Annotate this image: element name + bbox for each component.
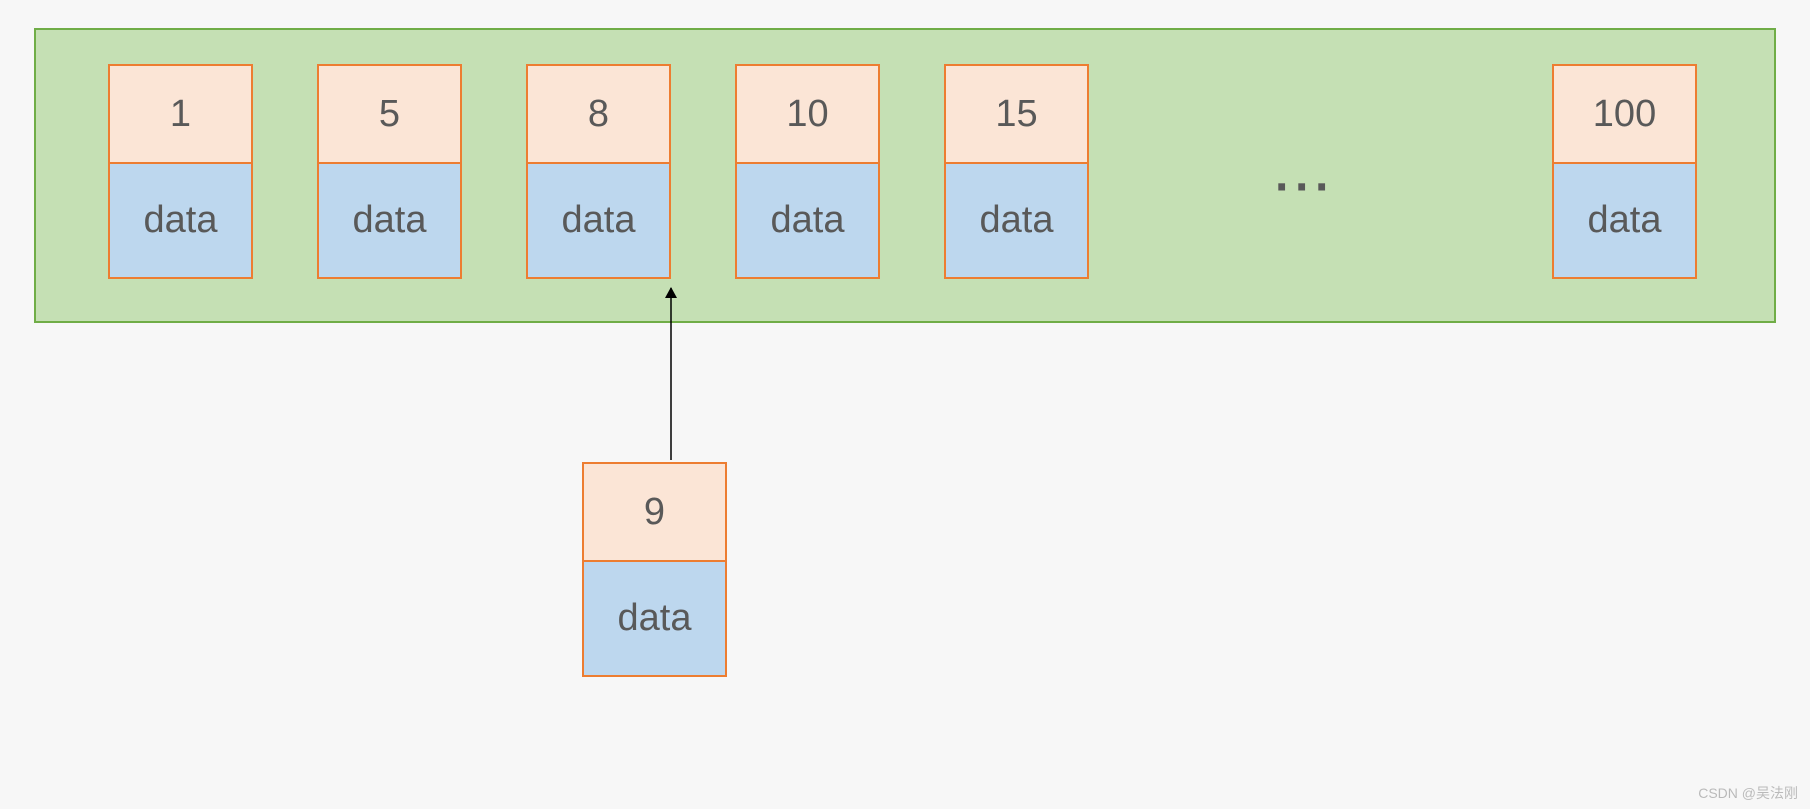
node-data: data	[582, 562, 727, 677]
node-array-2: 8data	[526, 64, 671, 279]
node-array-4: 15data	[944, 64, 1089, 279]
node-array-3: 10data	[735, 64, 880, 279]
node-array-5: 100data	[1552, 64, 1697, 279]
node-data: data	[526, 164, 671, 279]
watermark: CSDN @吴法刚	[1698, 783, 1798, 803]
node-insert: 9data	[582, 462, 727, 677]
node-key: 10	[735, 64, 880, 164]
node-key: 9	[582, 462, 727, 562]
node-key: 100	[1552, 64, 1697, 164]
ellipsis: ···	[1275, 160, 1335, 215]
node-data: data	[1552, 164, 1697, 279]
node-data: data	[944, 164, 1089, 279]
node-array-1: 5data	[317, 64, 462, 279]
insert-arrow	[659, 276, 683, 472]
node-data: data	[317, 164, 462, 279]
node-key: 5	[317, 64, 462, 164]
node-array-0: 1data	[108, 64, 253, 279]
node-key: 1	[108, 64, 253, 164]
array-container	[34, 28, 1776, 323]
node-data: data	[735, 164, 880, 279]
node-key: 15	[944, 64, 1089, 164]
diagram-canvas: 1data5data8data10data15data100data9data …	[0, 0, 1810, 809]
node-key: 8	[526, 64, 671, 164]
node-data: data	[108, 164, 253, 279]
